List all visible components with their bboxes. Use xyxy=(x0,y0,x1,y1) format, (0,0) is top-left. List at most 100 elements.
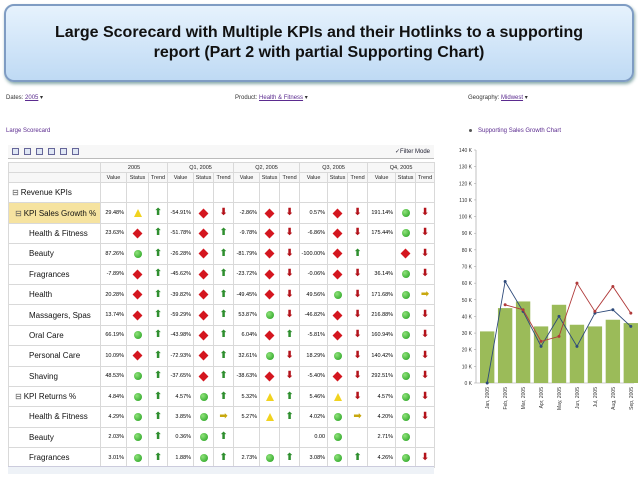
status-cell xyxy=(327,426,349,449)
trend-cell: ⬆ xyxy=(213,365,235,387)
bar-apr-2005[interactable] xyxy=(533,326,549,383)
status-cell xyxy=(193,202,215,224)
filter-mode-button[interactable]: ✓Filter Mode xyxy=(394,149,430,155)
trend-cell: ⬇ xyxy=(415,202,436,224)
kpi-row[interactable]: Fragrances -7.89% ⬆ -45.62% ⬆ -23.72% ⬇ -0.06% ⬇… xyxy=(8,263,436,285)
kpi-label-cell[interactable]: Health & Fitness xyxy=(8,406,101,428)
kpi-label-cell[interactable]: ⊟ Revenue KPIs xyxy=(8,181,101,204)
kpi-label-cell[interactable]: Beauty xyxy=(8,426,101,449)
expand-toggle-icon[interactable]: ⊟ xyxy=(15,392,22,402)
chevron-down-icon[interactable]: ▾ xyxy=(304,95,308,101)
series-2-point[interactable] xyxy=(485,381,489,385)
kpi-row[interactable]: Shaving 48.53% ⬆ -37.65% ⬆ -38.63% ⬇ -5.40% ⬇ 292… xyxy=(8,365,436,387)
kpi-value: 4.84% xyxy=(108,393,124,400)
expand-toggle-icon[interactable]: ⊟ xyxy=(15,208,22,218)
series-2-point[interactable] xyxy=(629,324,633,328)
kpi-label-cell[interactable]: Fragrances xyxy=(8,263,101,285)
product-filter[interactable]: Product: Health & Fitness ▾ xyxy=(235,94,308,101)
series-3-point[interactable] xyxy=(629,311,633,315)
kpi-row[interactable]: Massagers, Spas 13.74% ⬆ -59.29% ⬆ 53.87% ⬇ -46… xyxy=(8,304,436,326)
bar-may-2005[interactable] xyxy=(551,304,567,383)
x-tick-label: May, 2005 xyxy=(557,387,563,410)
horizontal-scrollbar[interactable] xyxy=(8,466,434,474)
column-header-status: Status xyxy=(126,172,149,183)
export-icon[interactable] xyxy=(60,148,67,155)
kpi-value: 2.03% xyxy=(108,434,124,441)
kpi-row[interactable]: Health 20.28% ⬆ -39.82% ⬆ -49.45% ⬇ 49.56% ⬇ 171.… xyxy=(8,283,436,306)
bar-aug-2005[interactable] xyxy=(605,319,621,383)
kpi-label-cell[interactable]: Massagers, Spas xyxy=(8,304,101,326)
value-cell: -51.78% xyxy=(167,222,195,245)
bar-jan-2005[interactable] xyxy=(480,331,495,383)
product-value-link[interactable]: Health & Fitness xyxy=(259,95,304,101)
kpi-value: -23.72% xyxy=(236,271,258,278)
chart-icon[interactable] xyxy=(72,148,79,155)
series-3-point[interactable] xyxy=(557,334,561,338)
status-cell xyxy=(193,181,215,204)
series-3-point[interactable] xyxy=(575,281,579,285)
kpi-row[interactable]: Beauty 2.03% ⬆ 0.36% ⬆ 0.00 2.71% xyxy=(8,426,436,449)
geography-filter[interactable]: Geography: Midwest ▾ xyxy=(468,94,528,101)
bar-jun-2005[interactable] xyxy=(569,324,585,383)
sales-growth-chart: 0 K 10 K 20 K 30 K 40 K 50 K 60 K 70 K 80 K 90 K 1… xyxy=(440,140,638,479)
trend-up-arrow-icon: ⬆ xyxy=(153,227,163,239)
status-cell xyxy=(126,304,149,326)
kpi-row[interactable]: Fragrances 3.01% ⬆ 1.88% ⬆ 2.73% ⬆ 3.08% ⬆ 4.26% ⬇ xyxy=(8,447,436,469)
series-2-point[interactable] xyxy=(539,344,543,348)
kpi-label-cell[interactable]: Personal Care xyxy=(8,345,101,367)
series-3-point[interactable] xyxy=(539,339,543,343)
series-3-point[interactable] xyxy=(593,309,597,313)
kpi-row[interactable]: ⊟ KPI Returns % 4.84% ⬆ 4.57% ⬆ 5.32% ⬆ 5.46% ⬇ 4.… xyxy=(8,385,436,408)
status-cell xyxy=(395,365,417,387)
filter-icon[interactable] xyxy=(48,148,55,155)
bar-feb-2005[interactable] xyxy=(497,308,513,383)
kpi-label-cell[interactable]: ⊟ KPI Sales Growth % xyxy=(8,202,101,224)
corner-cell xyxy=(8,172,101,183)
kpi-value: -54.91% xyxy=(170,210,192,217)
bar-mar-2005[interactable] xyxy=(515,301,531,383)
sort-icon[interactable] xyxy=(36,148,43,155)
kpi-row[interactable]: Oral Care 66.19% ⬆ -43.98% ⬆ 6.04% ⬆ -5.81% ⬇ 160… xyxy=(8,324,436,347)
series-2-point[interactable] xyxy=(557,314,561,318)
value-cell: 4.29% xyxy=(100,406,127,428)
kpi-row[interactable]: Personal Care 10.09% ⬆ -72.93% ⬆ 32.61% ⬇ 18.29… xyxy=(8,345,436,367)
kpi-label-cell[interactable]: Health & Fitness xyxy=(8,222,101,245)
kpi-row[interactable]: ⊟ Revenue KPIs xyxy=(8,181,436,204)
series-2-point[interactable] xyxy=(575,344,579,348)
dates-value-link[interactable]: 2005 xyxy=(25,95,39,101)
chevron-down-icon[interactable]: ▾ xyxy=(524,95,528,101)
trend-down-arrow-icon: ⬇ xyxy=(285,227,294,239)
kpi-row[interactable]: ⊟ KPI Sales Growth % 29.48% ⬆ -54.91% ⬇ -2.86%… xyxy=(8,202,436,224)
geography-value-link[interactable]: Midwest xyxy=(501,95,524,101)
series-3-point[interactable] xyxy=(521,308,525,312)
expand-icon[interactable] xyxy=(12,148,19,155)
kpi-row[interactable]: Health & Fitness 23.63% ⬆ -51.78% ⬆ -9.78% ⬇ -6… xyxy=(8,222,436,245)
expand-toggle-icon[interactable]: ⊟ xyxy=(12,188,19,198)
kpi-label-cell[interactable]: ⊟ KPI Returns % xyxy=(8,385,101,408)
status-cell xyxy=(126,243,149,265)
chevron-down-icon[interactable]: ▾ xyxy=(40,95,44,101)
bar-jul-2005[interactable] xyxy=(587,326,603,383)
kpi-label-cell[interactable]: Oral Care xyxy=(8,324,101,347)
series-2-point[interactable] xyxy=(611,308,615,312)
status-green-circle-icon xyxy=(333,412,342,421)
kpi-value: 29.48% xyxy=(105,210,124,217)
kpi-row[interactable]: Health & Fitness 4.29% ⬆ 3.85% ➡ 5.27% ⬆ 4.02% ➡… xyxy=(8,406,436,428)
y-tick-label: 10 K xyxy=(462,364,473,370)
kpi-label-cell[interactable]: Beauty xyxy=(8,243,101,265)
kpi-label-cell[interactable]: Health xyxy=(8,283,101,306)
kpi-label-cell[interactable]: Shaving xyxy=(8,365,101,387)
collapse-icon[interactable] xyxy=(24,148,31,155)
kpi-label-cell[interactable]: Fragrances xyxy=(8,447,101,469)
bar-sep-2005[interactable] xyxy=(623,323,638,383)
series-2-point[interactable] xyxy=(503,279,507,283)
status-red-diamond-icon xyxy=(132,310,143,320)
column-header-trend: Trend xyxy=(279,172,301,183)
trend-cell: ⬆ xyxy=(147,365,169,387)
status-cell xyxy=(193,406,215,428)
dates-filter[interactable]: Dates: 2005 ▾ xyxy=(6,94,43,101)
status-green-circle-icon xyxy=(333,290,342,299)
series-3-point[interactable] xyxy=(611,284,615,288)
series-3-point[interactable] xyxy=(503,303,507,307)
kpi-row[interactable]: Beauty 87.26% ⬆ -26.28% ⬆ -81.79% ⬇ -100.00% ⬆ ⬇ xyxy=(8,243,436,265)
